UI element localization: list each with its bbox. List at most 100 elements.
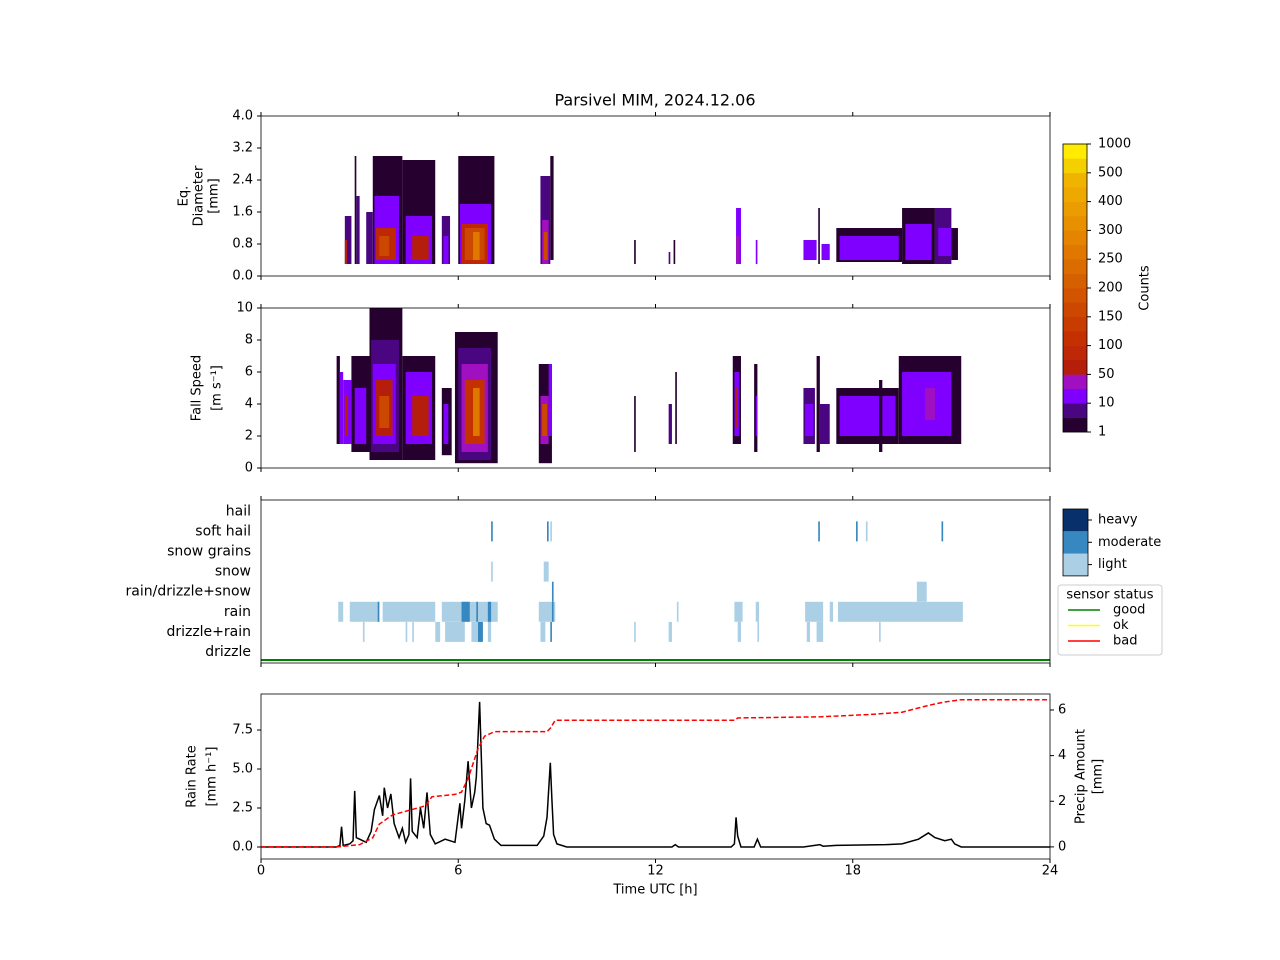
y-tick-label: 2.4 bbox=[232, 173, 253, 188]
colorbar-tick-label: 1 bbox=[1098, 425, 1106, 440]
x-tick-label: 24 bbox=[1042, 864, 1059, 879]
precip-type-segment bbox=[550, 621, 552, 642]
colorbar-band bbox=[1063, 158, 1087, 174]
chart-title: Parsivel MIM, 2024.12.06 bbox=[554, 91, 755, 110]
colorbar-band bbox=[1063, 216, 1087, 231]
legend-label: moderate bbox=[1098, 535, 1161, 550]
legend-label: heavy bbox=[1098, 513, 1138, 528]
y2-tick-label: 0 bbox=[1058, 839, 1066, 854]
precip-type-segment bbox=[676, 601, 679, 622]
rain-rate-line bbox=[261, 701, 1050, 848]
colorbar-tick-label: 250 bbox=[1098, 252, 1123, 267]
precip-type-segment bbox=[349, 601, 380, 622]
precip-type-segment bbox=[805, 601, 824, 622]
heatmap-cell bbox=[412, 236, 429, 260]
axes-frame bbox=[260, 693, 1051, 860]
precip-type-segment bbox=[543, 561, 549, 582]
heatmap-cell bbox=[673, 240, 676, 264]
y-tick-label: 6 bbox=[245, 365, 253, 380]
heatmap-cell bbox=[548, 364, 552, 436]
colorbar-band bbox=[1063, 144, 1087, 159]
category-label: soft hail bbox=[195, 523, 251, 539]
y-tick-label: 8 bbox=[245, 333, 253, 348]
x-tick-label: 0 bbox=[257, 864, 265, 879]
precip-type-segment bbox=[837, 601, 963, 622]
x-tick-label: 12 bbox=[647, 864, 664, 879]
heatmap-cell bbox=[542, 404, 548, 436]
legend-label: bad bbox=[1113, 634, 1137, 649]
x-tick-label: 6 bbox=[454, 864, 462, 879]
precip-type-segment bbox=[755, 601, 760, 622]
colorbar-tick-label: 300 bbox=[1098, 223, 1123, 238]
y2-axis-label: [mm] bbox=[1091, 759, 1106, 794]
y-tick-label: 10 bbox=[236, 301, 253, 316]
precip-type-segment bbox=[435, 621, 441, 642]
intensity-swatch bbox=[1063, 553, 1088, 576]
heatmap-cell bbox=[905, 224, 932, 260]
precip-type-segment bbox=[816, 621, 824, 642]
plot-area bbox=[336, 308, 962, 464]
x-axis-label: Time UTC [h] bbox=[612, 883, 697, 898]
colorbar-band bbox=[1063, 259, 1087, 274]
colorbar-band bbox=[1063, 244, 1087, 260]
heatmap-cell bbox=[668, 252, 671, 264]
heatmap-cell bbox=[354, 388, 367, 444]
y-tick-label: 3.2 bbox=[232, 141, 253, 156]
precip-type-segment bbox=[540, 621, 546, 642]
y2-tick-label: 4 bbox=[1058, 748, 1066, 763]
colorbar-band bbox=[1063, 403, 1087, 418]
heatmap-cell bbox=[938, 228, 952, 256]
precip-type-segment bbox=[377, 601, 380, 622]
heatmap-cell bbox=[443, 404, 449, 444]
y-tick-label: 0.0 bbox=[232, 839, 253, 854]
colorbar-band bbox=[1063, 230, 1087, 246]
heatmap-cell bbox=[339, 372, 344, 444]
heatmap-cell bbox=[816, 356, 820, 452]
colorbar-band bbox=[1063, 360, 1087, 375]
precip-type-segment bbox=[405, 621, 408, 642]
legend-label: good bbox=[1113, 603, 1145, 618]
heatmap-cell bbox=[821, 244, 830, 260]
colorbar-band bbox=[1063, 417, 1087, 433]
colorbar-band bbox=[1063, 201, 1087, 217]
colorbar-tick-label: 100 bbox=[1098, 338, 1123, 353]
colorbar-band bbox=[1063, 288, 1087, 303]
precip-type-segment bbox=[916, 581, 927, 602]
colorbar-band bbox=[1063, 374, 1087, 390]
y2-axis-label: Precip Amount bbox=[1074, 729, 1089, 824]
precip-type-segment bbox=[338, 601, 344, 622]
y2-tick-label: 6 bbox=[1058, 702, 1066, 717]
precip-type-segment bbox=[856, 521, 858, 542]
y-tick-label: 4 bbox=[245, 397, 253, 412]
y-axis-label: Rain Rate bbox=[185, 745, 200, 808]
heatmap-cell bbox=[819, 404, 830, 444]
precip-type-segment bbox=[471, 621, 478, 642]
precip-type-segment bbox=[865, 521, 868, 542]
precip-type-segment bbox=[550, 521, 552, 542]
y-tick-label: 5.0 bbox=[232, 762, 253, 777]
colorbar-band bbox=[1063, 273, 1087, 289]
heatmap-cell bbox=[379, 396, 390, 428]
precip-type-segment bbox=[634, 621, 636, 642]
y-tick-label: 0.0 bbox=[232, 269, 253, 284]
heatmap-cell bbox=[634, 396, 636, 452]
precip-type-segment bbox=[362, 621, 365, 642]
category-label: hail bbox=[226, 503, 251, 519]
heatmap-cell bbox=[543, 232, 548, 260]
y-tick-label: 0.8 bbox=[232, 237, 253, 252]
precip-type-segment bbox=[829, 601, 834, 622]
category-label: rain bbox=[224, 604, 251, 620]
colorbar-tick-label: 50 bbox=[1098, 367, 1115, 382]
y-axis-label: Diameter bbox=[192, 165, 207, 226]
heatmap-cell bbox=[473, 388, 480, 436]
precip-type-segment bbox=[818, 521, 820, 542]
precip-type-segment bbox=[382, 601, 436, 622]
precip-type-segment bbox=[734, 601, 743, 622]
heatmap-cell bbox=[344, 216, 352, 264]
colorbar-band bbox=[1063, 331, 1087, 346]
heatmap-cell bbox=[805, 404, 814, 436]
y-axis-label: Fall Speed bbox=[190, 355, 205, 421]
precip-type-segment bbox=[461, 601, 470, 622]
heatmap-cell bbox=[879, 380, 883, 452]
